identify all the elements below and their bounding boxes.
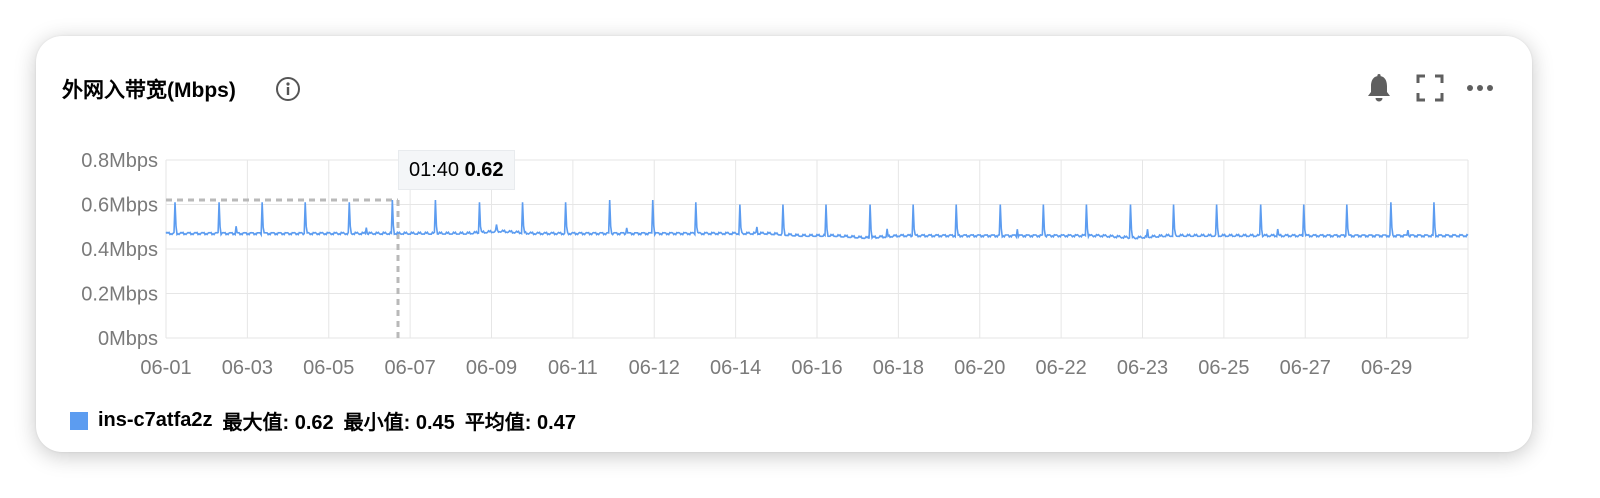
legend-min: 最小值: 0.45: [343, 412, 455, 434]
legend-max: 最大值: 0.62: [222, 412, 334, 434]
x-tick-label: 06-18: [873, 357, 924, 379]
y-tick-label: 0.8Mbps: [81, 150, 158, 172]
y-tick-label: 0.2Mbps: [81, 284, 158, 306]
x-tick-label: 06-05: [303, 357, 354, 379]
x-tick-label: 06-07: [385, 357, 436, 379]
x-tick-label: 06-12: [629, 357, 680, 379]
x-tick-label: 06-23: [1117, 357, 1168, 379]
chart-tooltip: 01:40 0.62: [398, 150, 515, 190]
x-tick-label: 06-11: [548, 357, 598, 379]
bell-icon[interactable]: [1363, 72, 1395, 104]
info-circle-icon[interactable]: [275, 76, 301, 102]
legend-series-name: ins-c7atfa2z: [98, 409, 213, 431]
tooltip-value: 0.62: [464, 159, 504, 181]
x-tick-label: 06-20: [954, 357, 1005, 379]
legend-avg: 平均值: 0.47: [464, 412, 576, 434]
y-tick-label: 0.4Mbps: [81, 239, 158, 261]
x-tick-label: 06-01: [140, 357, 191, 379]
fullscreen-icon[interactable]: [1414, 72, 1446, 104]
y-tick-label: 0.6Mbps: [81, 195, 158, 217]
x-tick-label: 06-29: [1361, 357, 1412, 379]
more-icon[interactable]: [1464, 72, 1496, 104]
chart-legend[interactable]: ins-c7atfa2z 最大值: 0.62 最小值: 0.45 平均值: 0.…: [70, 406, 576, 435]
x-tick-label: 06-27: [1280, 357, 1331, 379]
x-tick-label: 06-03: [222, 357, 273, 379]
x-tick-label: 06-25: [1198, 357, 1249, 379]
x-tick-label: 06-16: [791, 357, 842, 379]
bandwidth-panel: 外网入带宽(Mbps) 0Mbps 0.2Mbps 0.4Mbps 0.6Mbps 0.…: [36, 36, 1532, 452]
x-tick-label: 06-22: [1036, 357, 1087, 379]
x-tick-label: 06-09: [466, 357, 517, 379]
panel-title: 外网入带宽(Mbps): [62, 79, 236, 102]
bandwidth-line-chart[interactable]: 0Mbps 0.2Mbps 0.4Mbps 0.6Mbps 0.8Mbps 06-01 06…: [36, 36, 1532, 452]
series-line: [165, 200, 1469, 240]
legend-swatch: [70, 411, 88, 430]
y-tick-label: 0Mbps: [98, 328, 158, 350]
x-tick-label: 06-14: [710, 357, 761, 379]
tooltip-time: 01:40: [409, 159, 460, 181]
